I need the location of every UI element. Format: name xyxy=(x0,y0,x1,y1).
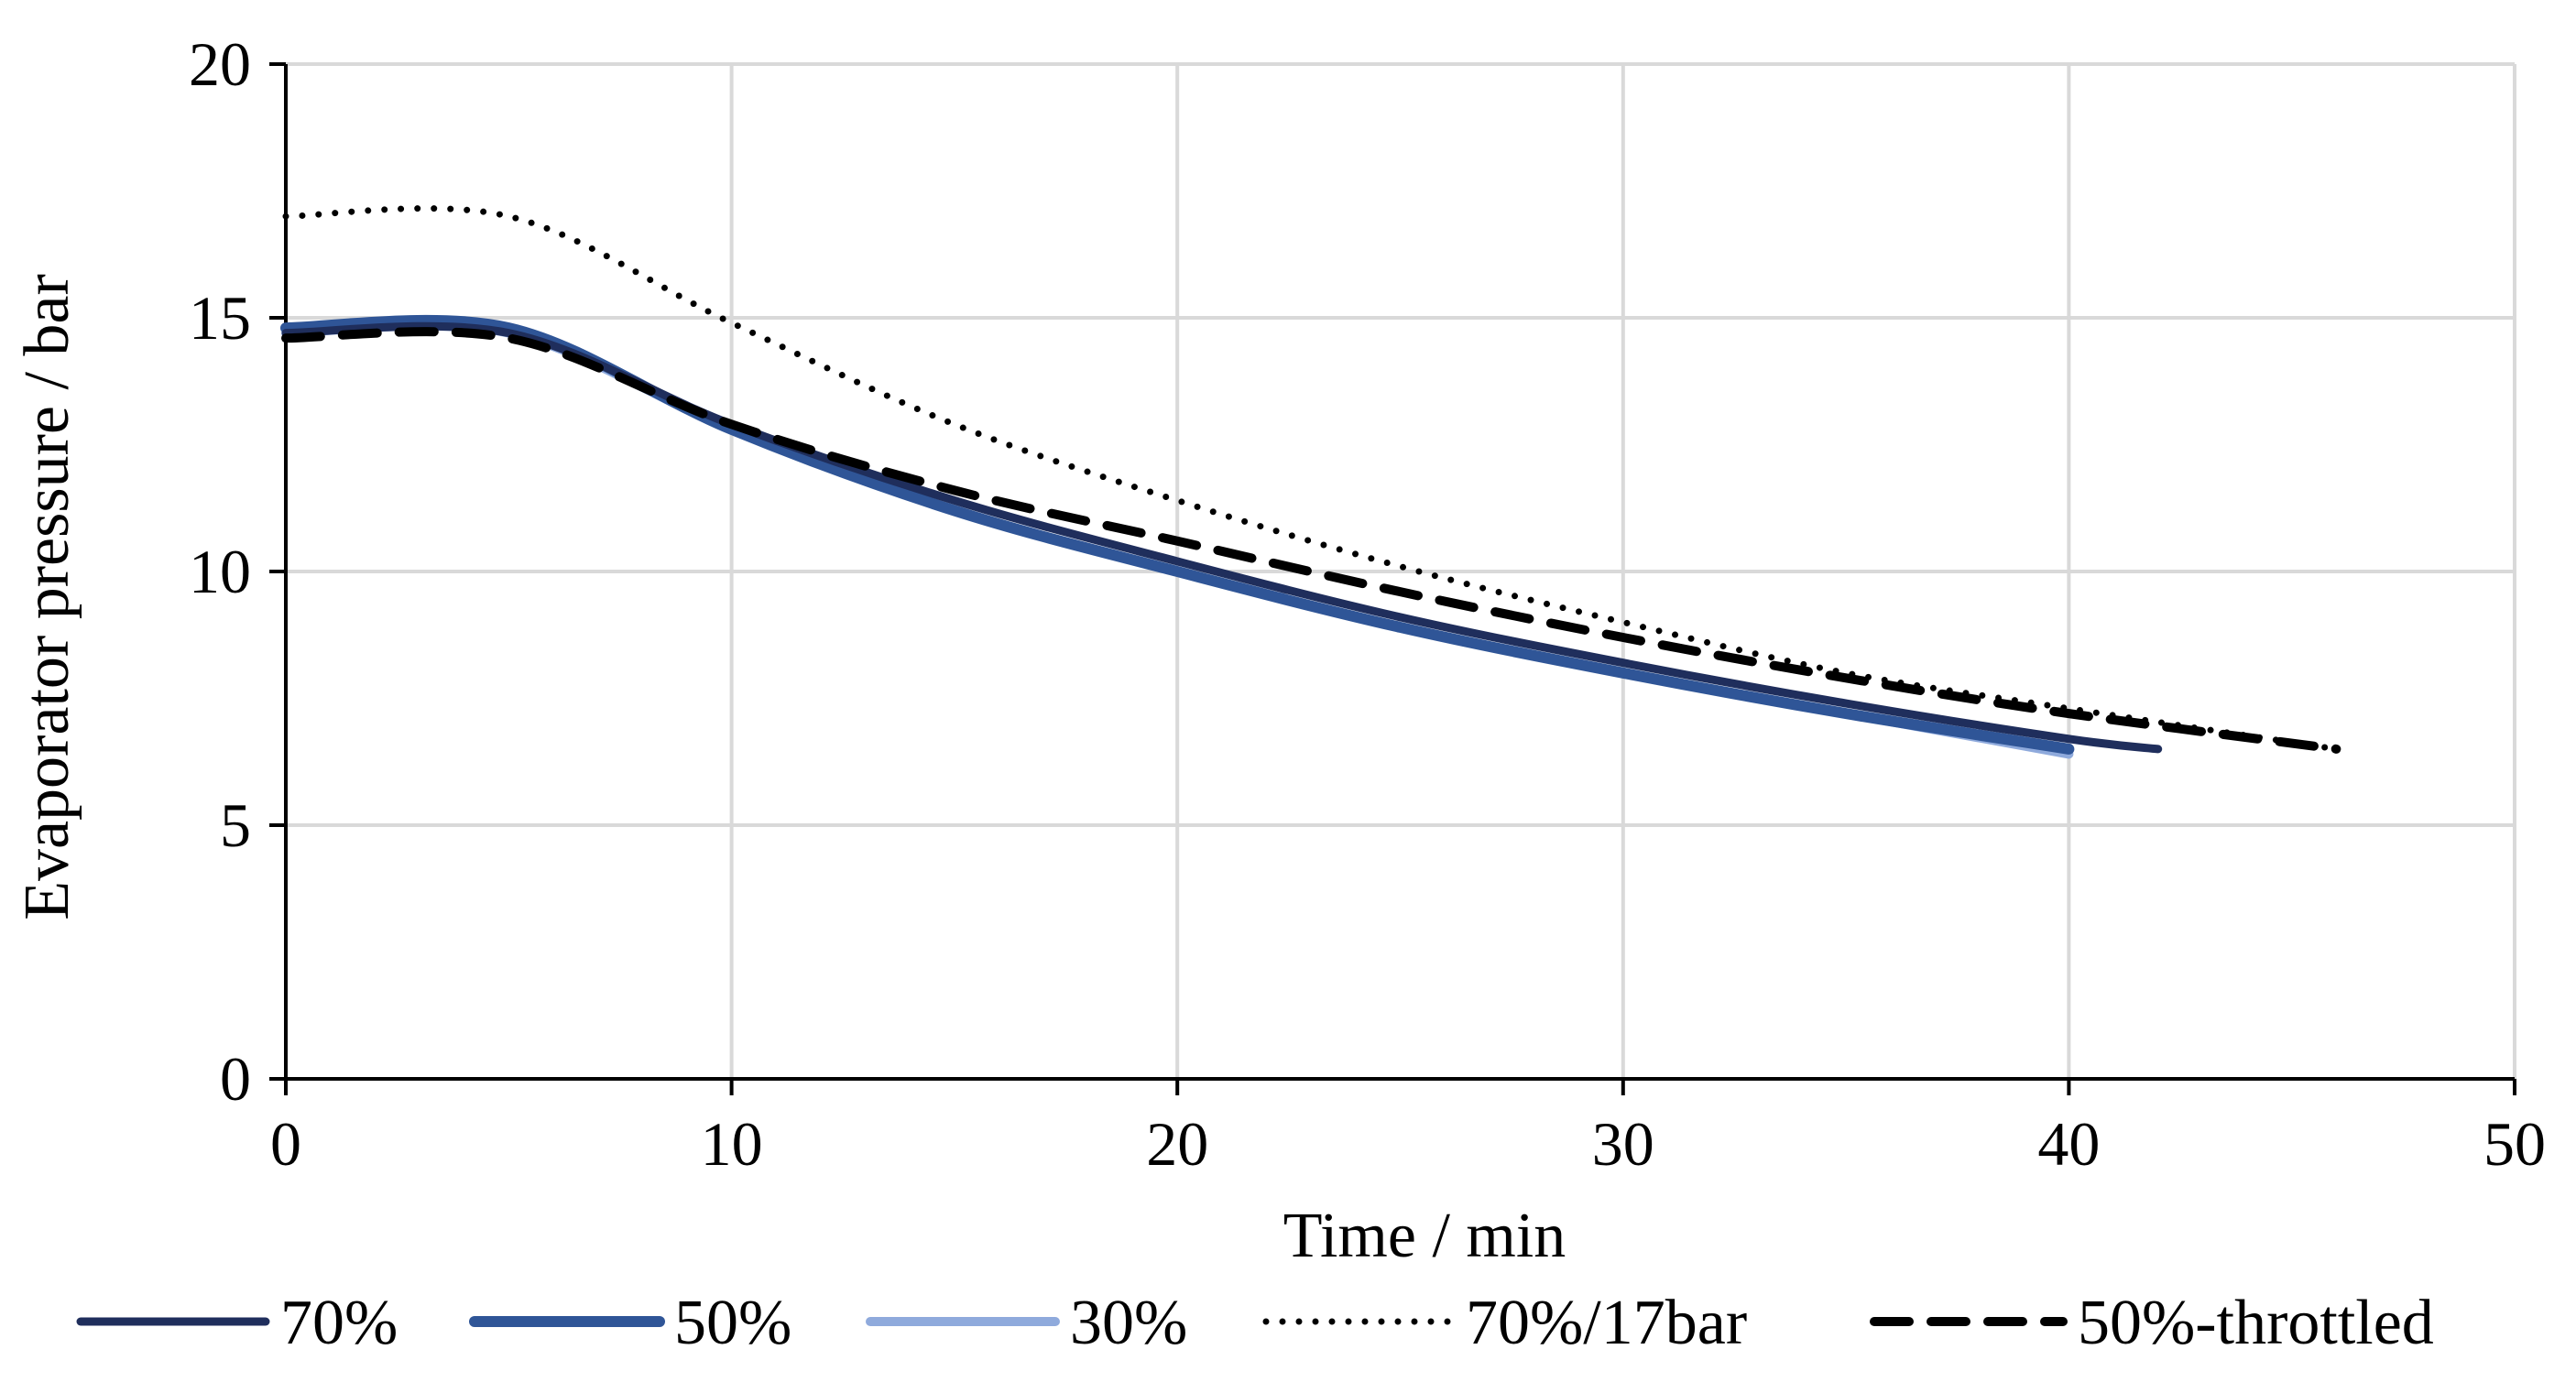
x-tick-label-20: 20 xyxy=(1146,1109,1208,1179)
grid-layer xyxy=(286,64,2515,1079)
x-axis-title: Time / min xyxy=(1283,1201,1566,1271)
ticks-layer: 0 10 20 30 40 50 0 5 10 15 20 xyxy=(189,29,2546,1179)
x-tick-label-40: 40 xyxy=(2037,1109,2100,1179)
y-tick-label-5: 5 xyxy=(220,790,251,860)
legend-label-50pct: 50% xyxy=(674,1288,791,1358)
y-tick-label-0: 0 xyxy=(220,1044,251,1114)
legend-label-70pct-17bar: 70%/17bar xyxy=(1466,1288,1747,1358)
legend-item-50pct-throttled: 50%-throttled xyxy=(1874,1288,2434,1358)
x-tick-label-50: 50 xyxy=(2483,1109,2546,1179)
chart-root: 0 10 20 30 40 50 0 5 10 15 20 70% 50% 30% 70%/17bar 50… xyxy=(0,0,2576,1382)
legend-label-70pct: 70% xyxy=(280,1288,398,1358)
legend-item-30pct: 30% xyxy=(870,1288,1187,1358)
x-tick-label-10: 10 xyxy=(701,1109,763,1179)
legend-item-50pct: 50% xyxy=(475,1288,791,1358)
legend-item-70pct-17bar: 70%/17bar xyxy=(1266,1288,1747,1358)
x-tick-label-0: 0 xyxy=(270,1109,301,1179)
y-axis-title: Evaporator pressure / bar xyxy=(12,274,82,920)
y-tick-label-20: 20 xyxy=(189,29,251,99)
legend-layer: 70% 50% 30% 70%/17bar 50%-throttled xyxy=(81,1288,2434,1358)
x-tick-label-30: 30 xyxy=(1592,1109,1654,1179)
y-tick-label-10: 10 xyxy=(189,537,251,606)
series-layer xyxy=(286,209,2336,755)
legend-label-50pct-throttled: 50%-throttled xyxy=(2078,1288,2434,1358)
series-line-70pct-17bar xyxy=(286,209,2336,749)
series-line-70pct xyxy=(286,326,2158,749)
legend-label-30pct: 30% xyxy=(1070,1288,1187,1358)
y-tick-label-15: 15 xyxy=(189,283,251,353)
evaporator-pressure-chart: 0 10 20 30 40 50 0 5 10 15 20 70% 50% 30% 70%/17bar 50… xyxy=(0,0,2576,1382)
legend-item-70pct: 70% xyxy=(81,1288,398,1358)
